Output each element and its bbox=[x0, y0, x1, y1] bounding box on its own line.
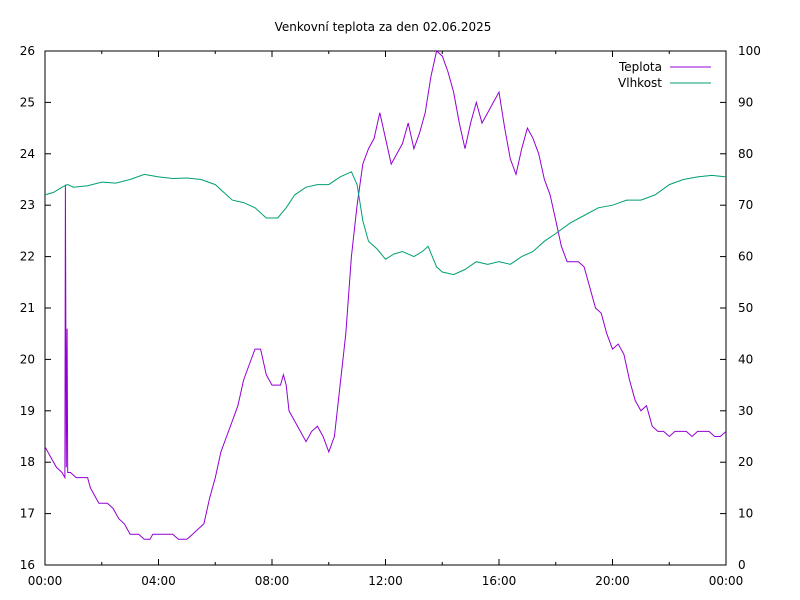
x-tick-label: 04:00 bbox=[141, 574, 176, 588]
y2-tick-label: 80 bbox=[738, 147, 753, 161]
x-tick-label: 00:00 bbox=[28, 574, 63, 588]
series-line-vlhkost bbox=[44, 171, 727, 276]
legend-label: Vlhkost bbox=[618, 76, 662, 90]
y-tick-label: 22 bbox=[20, 250, 35, 264]
y-tick-label: 21 bbox=[20, 301, 35, 315]
y2-tick-label: 20 bbox=[738, 455, 753, 469]
y2-tick-label: 10 bbox=[738, 507, 753, 521]
x-tick-label: 16:00 bbox=[482, 574, 517, 588]
y-tick-label: 17 bbox=[20, 507, 35, 521]
series-layer bbox=[44, 50, 727, 540]
y-tick-label: 20 bbox=[20, 352, 35, 366]
y2-tick-label: 70 bbox=[738, 198, 753, 212]
legend: Teplota Vlhkost bbox=[618, 60, 711, 90]
y2-tick-label: 50 bbox=[738, 301, 753, 315]
chart-title: Venkovní teplota za den 02.06.2025 bbox=[275, 20, 492, 34]
y-tick-label: 18 bbox=[20, 455, 35, 469]
y-tick-label: 26 bbox=[20, 44, 35, 58]
y2-tick-label: 30 bbox=[738, 404, 753, 418]
y-tick-label: 19 bbox=[20, 404, 35, 418]
y-tick-label: 25 bbox=[20, 95, 35, 109]
axis-ticks: 16 17 18 19 20 21 22 23 24 25 26 0 10 20 30 40 50 60 70 80 9… bbox=[20, 44, 761, 588]
plot-frame bbox=[44, 50, 727, 566]
x-tick-label: 00:00 bbox=[709, 574, 744, 588]
x-tick-label: 20:00 bbox=[595, 574, 630, 588]
series-line-teplota bbox=[44, 50, 727, 540]
y2-tick-label: 90 bbox=[738, 95, 753, 109]
x-tick-label: 12:00 bbox=[368, 574, 403, 588]
y2-tick-label: 100 bbox=[738, 44, 761, 58]
y2-tick-label: 40 bbox=[738, 352, 753, 366]
y2-tick-label: 60 bbox=[738, 250, 753, 264]
y-tick-label: 24 bbox=[20, 147, 35, 161]
y2-tick-label: 0 bbox=[738, 558, 746, 572]
y-tick-label: 23 bbox=[20, 198, 35, 212]
y-tick-label: 16 bbox=[20, 558, 35, 572]
x-tick-label: 08:00 bbox=[255, 574, 290, 588]
legend-label: Teplota bbox=[618, 60, 662, 74]
